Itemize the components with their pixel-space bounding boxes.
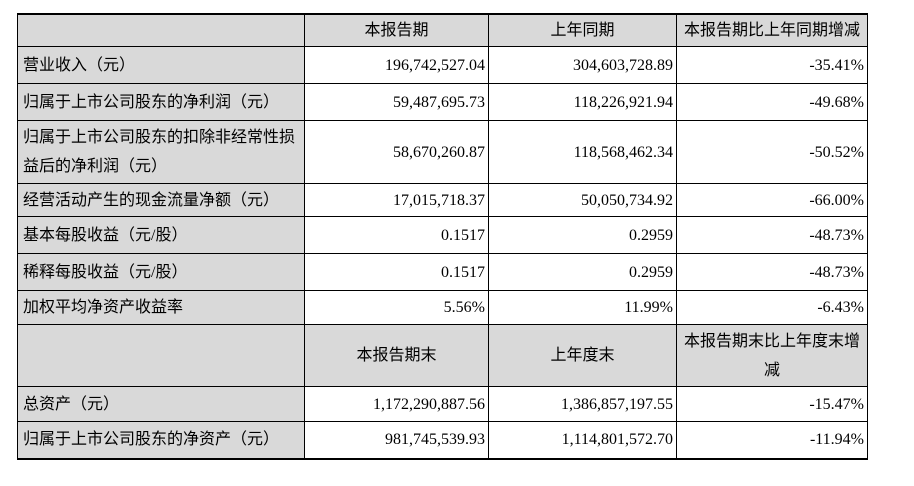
current-period-value: 0.1517 (304, 253, 489, 291)
row-label: 营业收入（元） (17, 46, 305, 84)
corner-empty-cell (17, 324, 305, 387)
table-row-net-profit: 归属于上市公司股东的净利润（元） 59,487,695.73 118,226,9… (17, 83, 868, 121)
table-row-operating-cash-flow: 经营活动产生的现金流量净额（元） 17,015,718.37 50,050,73… (17, 183, 868, 217)
current-period-end-value: 1,172,290,887.56 (304, 386, 489, 422)
current-period-end-value: 981,745,539.93 (304, 421, 489, 459)
financial-summary-table: 本报告期 上年同期 本报告期比上年同期增减 营业收入（元） 196,742,52… (17, 13, 868, 460)
row-label: 归属于上市公司股东的净利润（元） (17, 83, 305, 121)
header-period-end-change: 本报告期末比上年度末增减 (676, 324, 868, 387)
period-end-header-row: 本报告期末 上年度末 本报告期末比上年度末增减 (17, 324, 868, 387)
prior-period-value: 0.2959 (488, 216, 677, 254)
table-row-total-assets: 总资产（元） 1,172,290,887.56 1,386,857,197.55… (17, 386, 868, 422)
current-period-value: 0.1517 (304, 216, 489, 254)
table-row-net-profit-deducted: 归属于上市公司股东的扣除非经常性损益后的净利润（元） 58,670,260.87… (17, 120, 868, 184)
current-period-value: 59,487,695.73 (304, 83, 489, 121)
row-label: 经营活动产生的现金流量净额（元） (17, 183, 305, 217)
period-header-row: 本报告期 上年同期 本报告期比上年同期增减 (17, 13, 868, 47)
table-row-net-assets: 归属于上市公司股东的净资产（元） 981,745,539.93 1,114,80… (17, 421, 868, 459)
prior-period-value: 304,603,728.89 (488, 46, 677, 84)
prior-period-value: 118,568,462.34 (488, 120, 677, 184)
table-row-diluted-eps: 稀释每股收益（元/股） 0.1517 0.2959 -48.73% (17, 253, 868, 291)
header-period-change: 本报告期比上年同期增减 (676, 13, 868, 47)
current-period-value: 58,670,260.87 (304, 120, 489, 184)
prior-period-value: 11.99% (488, 290, 677, 325)
change-value: -48.73% (676, 253, 868, 291)
row-label: 归属于上市公司股东的净资产（元） (17, 421, 305, 459)
change-value: -48.73% (676, 216, 868, 254)
header-prior-year-end: 上年度末 (488, 324, 677, 387)
row-label: 加权平均净资产收益率 (17, 290, 305, 325)
change-value: -50.52% (676, 120, 868, 184)
header-current-period-end: 本报告期末 (304, 324, 489, 387)
header-current-period: 本报告期 (304, 13, 489, 47)
header-prior-period: 上年同期 (488, 13, 677, 47)
change-value: -66.00% (676, 183, 868, 217)
table-row-basic-eps: 基本每股收益（元/股） 0.1517 0.2959 -48.73% (17, 216, 868, 254)
row-label: 总资产（元） (17, 386, 305, 422)
prior-year-end-value: 1,114,801,572.70 (488, 421, 677, 459)
change-value: -49.68% (676, 83, 868, 121)
prior-period-value: 118,226,921.94 (488, 83, 677, 121)
table-row-revenue: 营业收入（元） 196,742,527.04 304,603,728.89 -3… (17, 46, 868, 84)
change-value: -15.47% (676, 386, 868, 422)
row-label: 归属于上市公司股东的扣除非经常性损益后的净利润（元） (17, 120, 305, 184)
current-period-value: 17,015,718.37 (304, 183, 489, 217)
table-row-weighted-avg-roe: 加权平均净资产收益率 5.56% 11.99% -6.43% (17, 290, 868, 325)
change-value: -35.41% (676, 46, 868, 84)
row-label: 稀释每股收益（元/股） (17, 253, 305, 291)
corner-empty-cell (17, 13, 305, 47)
change-value: -6.43% (676, 290, 868, 325)
prior-period-value: 0.2959 (488, 253, 677, 291)
prior-year-end-value: 1,386,857,197.55 (488, 386, 677, 422)
row-label: 基本每股收益（元/股） (17, 216, 305, 254)
change-value: -11.94% (676, 421, 868, 459)
prior-period-value: 50,050,734.92 (488, 183, 677, 217)
current-period-value: 196,742,527.04 (304, 46, 489, 84)
current-period-value: 5.56% (304, 290, 489, 325)
